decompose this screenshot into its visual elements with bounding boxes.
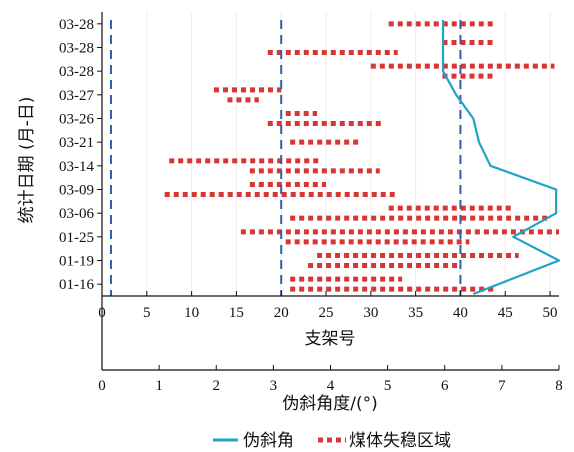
top-x-tick-label: 5: [143, 305, 151, 321]
bottom-x-tick-label: 6: [441, 378, 449, 394]
top-x-tick-label: 10: [184, 305, 199, 321]
y-tick-label: 03-14: [59, 159, 94, 175]
grid-layer: [146, 12, 551, 296]
top-x-tick-label: 0: [98, 305, 106, 321]
y-tick-label: 03-28: [59, 64, 94, 80]
bottom-x-tick-label: 7: [498, 378, 506, 394]
y-tick-label: 03-28: [59, 17, 94, 33]
top-x-tick-label: 45: [498, 305, 513, 321]
y-tick-label: 03-27: [59, 88, 94, 104]
top-x-tick-label: 30: [363, 305, 378, 321]
y-tick-label: 01-19: [59, 254, 94, 270]
instability-segments: [164, 21, 559, 292]
angle-series-line: [441, 20, 561, 296]
legend-label-instability: 煤体失稳区域: [349, 431, 451, 451]
y-tick-label: 01-25: [59, 230, 94, 246]
bottom-x-tick-label: 1: [155, 378, 163, 394]
legend-label-angle: 伪斜角: [243, 431, 294, 451]
angle-line-layer: [441, 20, 561, 296]
bottom-x-tick-label: 3: [270, 378, 278, 394]
y-tick-label: 03-28: [59, 41, 94, 57]
legend: 伪斜角 煤体失稳区域: [213, 431, 451, 451]
reference-lines: [109, 20, 462, 296]
bottom-x-tick-label: 8: [555, 378, 563, 394]
y-tick-label: 03-26: [59, 112, 94, 128]
top-x-tick-label: 50: [543, 305, 558, 321]
top-x-tick-label: 25: [319, 305, 334, 321]
y-axis-title: 统计日期 (月-日): [17, 97, 37, 224]
bottom-x-tick-label: 5: [384, 378, 392, 394]
y-tick-label: 03-06: [59, 206, 94, 222]
y-tick-label: 03-09: [59, 183, 94, 199]
bottom-x-tick-label: 2: [213, 378, 221, 394]
top-x-axis-title: 支架号: [305, 329, 356, 349]
top-x-tick-label: 40: [453, 305, 468, 321]
bottom-x-tick-label: 0: [98, 378, 106, 394]
bottom-x-axis-title: 伪斜角度/(°): [282, 394, 378, 414]
axes: 01-16 01-19 01-25 03-06 03-09 03-14 03-21 03-26…: [59, 12, 563, 394]
y-tick-label: 03-21: [59, 135, 94, 151]
top-x-tick-label: 20: [274, 305, 289, 321]
top-x-tick-label: 35: [408, 305, 423, 321]
top-x-tick-label: 15: [229, 305, 244, 321]
bottom-x-tick-label: 4: [327, 378, 335, 394]
y-tick-label: 01-16: [59, 277, 94, 293]
